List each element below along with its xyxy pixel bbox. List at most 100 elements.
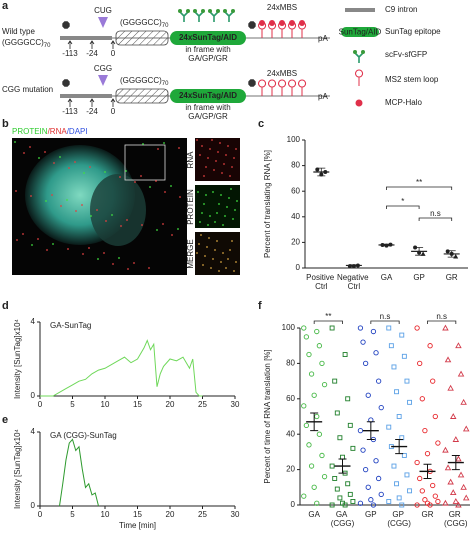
speckle <box>217 151 219 153</box>
speckle <box>83 172 85 174</box>
speckle <box>214 221 216 223</box>
y-tick-label: 40 <box>286 429 295 438</box>
x-tick-label: GA <box>308 510 320 519</box>
panel-label: d <box>2 300 9 312</box>
speckle <box>31 244 33 246</box>
speckle <box>170 185 172 187</box>
speckle <box>156 229 158 231</box>
speckle <box>209 148 211 150</box>
point <box>396 495 402 501</box>
x-tick-label: GR <box>446 273 458 282</box>
speckle <box>171 234 173 236</box>
speckle <box>38 157 40 159</box>
point <box>460 483 467 490</box>
speckle <box>209 215 211 217</box>
stem-loop <box>268 79 277 96</box>
error-bar <box>317 167 326 177</box>
inset-label: PROTEIN <box>186 189 195 225</box>
error-bar <box>382 243 391 247</box>
significance-bracket <box>313 320 343 324</box>
y-tick-label: 0 <box>31 501 36 510</box>
x-tick-label: 30 <box>231 510 240 519</box>
speckle <box>46 249 48 251</box>
trace <box>40 339 203 397</box>
point <box>329 502 335 508</box>
error-bar <box>451 454 460 471</box>
speckle <box>14 141 16 143</box>
stain: /RNA <box>48 127 68 136</box>
speckle <box>214 249 216 251</box>
x-tick-label: Positive Ctrl <box>306 273 336 291</box>
point <box>321 474 328 480</box>
speckle <box>22 233 24 235</box>
gfp <box>361 50 365 54</box>
speckle <box>16 239 18 241</box>
point <box>417 475 423 482</box>
point <box>360 447 366 453</box>
x-tick-label: 0 <box>38 400 43 409</box>
label-line: (CGG) <box>331 519 355 528</box>
y-axis-label: Intensity [SunTag]x10⁴ <box>13 428 22 508</box>
frame: GA/GP/GR <box>188 54 228 63</box>
x-tick-label: GP <box>413 273 425 282</box>
speckle <box>179 196 181 198</box>
y-axis-label: Intensity [SunTag]x10⁴ <box>13 318 22 398</box>
point <box>373 350 379 356</box>
point <box>457 471 465 478</box>
point <box>303 422 310 428</box>
point <box>337 435 343 441</box>
trace <box>59 438 99 507</box>
point <box>422 428 428 434</box>
position-arrow <box>110 98 116 107</box>
point <box>447 384 454 391</box>
mcp <box>289 20 295 26</box>
inset-label: RNA <box>186 151 195 169</box>
x-tick-label: 15 <box>133 510 142 519</box>
stem-loop <box>355 69 364 86</box>
x-tick-label: 5 <box>70 400 75 409</box>
repeat-label: (GGGGCC)70 <box>120 18 169 28</box>
stop-sign <box>248 21 256 29</box>
mcp <box>259 20 265 26</box>
speckle <box>51 194 53 196</box>
point <box>453 253 459 259</box>
x-axis-label: Time [min] <box>119 521 156 530</box>
speckle <box>229 249 231 251</box>
y-tick-label: 60 <box>286 394 295 403</box>
panel-label: f <box>258 300 262 312</box>
point <box>362 466 369 473</box>
significance-bracket <box>418 217 453 221</box>
speckle <box>205 194 207 196</box>
construct-label: Wild type <box>2 27 35 36</box>
point <box>375 378 382 384</box>
speckle <box>68 167 70 169</box>
point <box>306 351 312 358</box>
speckle <box>23 152 25 154</box>
suntag-label: 24xSunTag/AID <box>179 91 237 100</box>
position-arrow <box>89 40 95 49</box>
error-bar <box>349 264 358 267</box>
series-label: GA (CGG)-SunTag <box>50 431 117 440</box>
point <box>329 325 335 331</box>
point <box>417 360 423 367</box>
x-tick-label: GP <box>365 510 377 519</box>
codon: CGG <box>94 64 112 73</box>
cell <box>90 174 146 246</box>
stem-loop <box>298 79 307 96</box>
mbs: 24xMBS <box>267 3 297 12</box>
start-marker <box>98 75 108 86</box>
pa: pA <box>318 92 328 101</box>
y-tick-label: 80 <box>286 359 295 368</box>
inset-rna <box>195 138 240 181</box>
position: -24 <box>86 49 98 58</box>
point <box>444 356 452 363</box>
speckle <box>196 139 198 141</box>
significance: ** <box>416 178 422 187</box>
point <box>301 403 307 409</box>
point <box>301 325 307 331</box>
point <box>455 455 462 462</box>
point <box>457 370 465 377</box>
speckle <box>88 247 90 249</box>
repeat-count: 70 <box>162 23 169 29</box>
position: -113 <box>62 107 78 116</box>
